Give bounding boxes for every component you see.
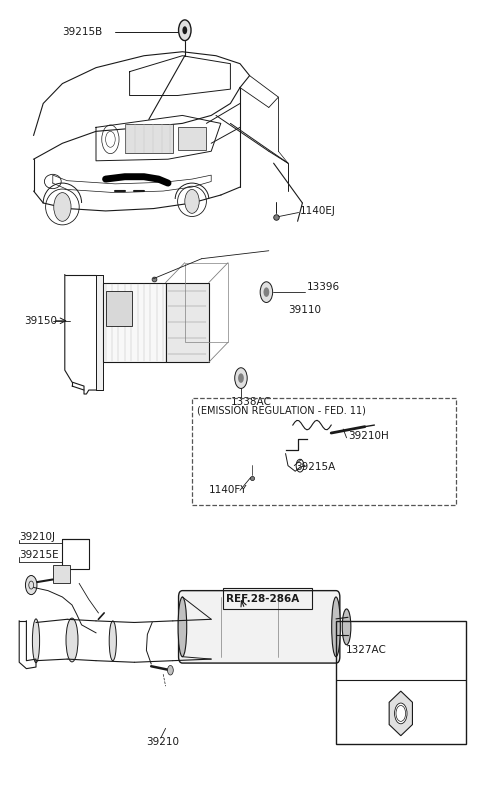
Text: 39210J: 39210J (19, 533, 55, 542)
Text: 1140EJ: 1140EJ (300, 206, 336, 216)
Bar (53, 565, 70, 583)
Bar (178, 127, 206, 150)
Circle shape (238, 373, 244, 383)
Circle shape (179, 20, 191, 41)
Circle shape (260, 282, 273, 302)
Circle shape (264, 287, 269, 297)
Ellipse shape (332, 597, 340, 657)
Text: 39110: 39110 (288, 305, 321, 314)
Text: 39150: 39150 (24, 316, 57, 326)
Text: 39215A: 39215A (295, 462, 336, 472)
Bar (166, 283, 209, 362)
Ellipse shape (32, 619, 39, 662)
Circle shape (395, 703, 407, 724)
Circle shape (182, 26, 187, 34)
Ellipse shape (178, 597, 187, 657)
Text: 39215E: 39215E (19, 550, 59, 560)
Circle shape (25, 576, 37, 595)
Text: 1338AC: 1338AC (230, 397, 271, 407)
Text: 1140FY: 1140FY (209, 486, 247, 495)
Bar (185, 263, 228, 342)
Text: REF.28-286A: REF.28-286A (226, 594, 299, 603)
Bar (62, 539, 89, 569)
Text: 1327AC: 1327AC (346, 646, 386, 655)
Circle shape (185, 189, 199, 213)
Bar (106, 291, 132, 326)
Text: 39210: 39210 (146, 737, 180, 747)
Bar (103, 283, 166, 362)
Circle shape (168, 665, 173, 675)
Ellipse shape (66, 618, 78, 661)
Bar (125, 124, 173, 153)
Bar (96, 275, 103, 390)
Bar (336, 621, 466, 744)
Bar (192, 398, 456, 505)
Ellipse shape (109, 621, 116, 661)
FancyBboxPatch shape (179, 591, 340, 663)
Text: (EMISSION REGULATION - FED. 11): (EMISSION REGULATION - FED. 11) (197, 406, 366, 416)
Ellipse shape (342, 609, 351, 645)
Circle shape (54, 193, 71, 221)
Text: 13396: 13396 (307, 282, 340, 291)
Bar (223, 588, 312, 609)
Circle shape (235, 368, 247, 388)
Text: 39215B: 39215B (62, 27, 103, 37)
Text: 39210H: 39210H (348, 431, 389, 441)
